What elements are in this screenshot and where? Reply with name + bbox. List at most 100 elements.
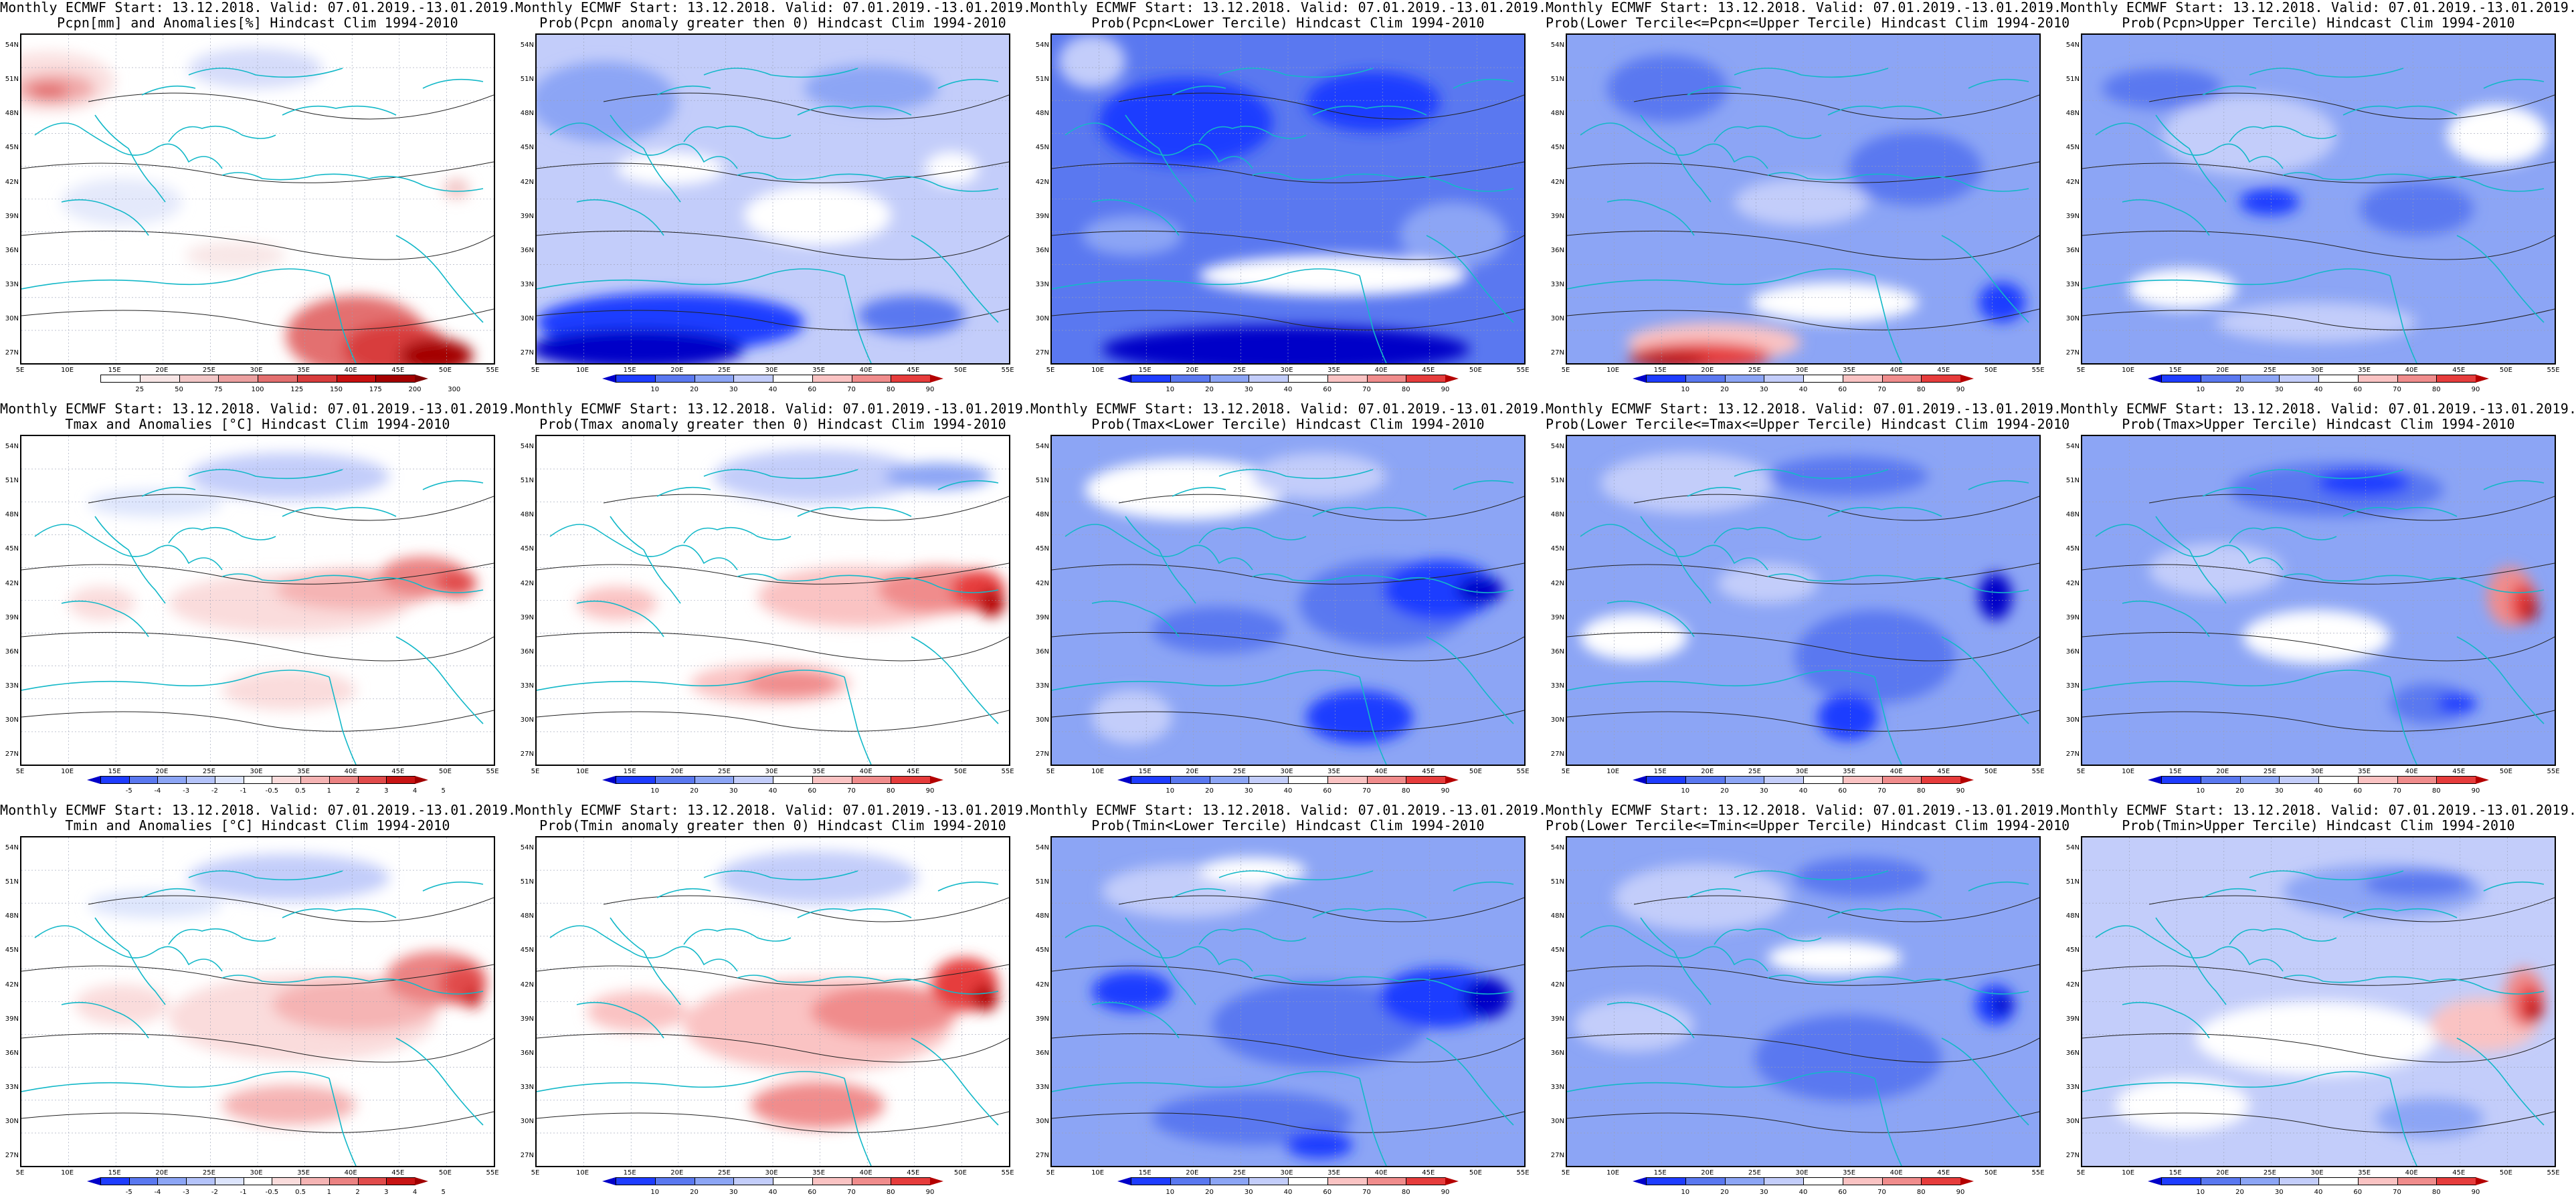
longitude-label: 55E: [2031, 1169, 2045, 1177]
panel-title-line2: Prob(Pcpn anomaly greater then 0) Hindca…: [539, 15, 1006, 31]
latitude-label: 36N: [2065, 1049, 2080, 1057]
field-shading: [978, 590, 1005, 617]
field-shading: [2129, 269, 2236, 309]
coastline: [1734, 469, 1889, 480]
colorbar-cell: [243, 776, 273, 784]
coastline: [884, 577, 999, 593]
longitude-label: 15E: [1653, 768, 1667, 775]
latitude-label: 33N: [5, 281, 19, 289]
colorbar-label: 25: [135, 386, 145, 393]
colorbar-tip-right: [415, 776, 428, 784]
colorbar-label: -1: [240, 787, 247, 795]
coastline: [282, 105, 397, 116]
field-shading: [1152, 607, 1286, 654]
latitude-label: 42N: [1550, 579, 1564, 587]
coastline: [1640, 917, 1712, 1005]
colorbar-cell: [812, 375, 852, 383]
latitude-label: 36N: [2065, 246, 2080, 254]
latitude-label: 27N: [2065, 349, 2080, 357]
coastline: [1312, 105, 1427, 116]
longitude-label: 35E: [297, 367, 310, 374]
latitude-label: 48N: [5, 912, 19, 920]
coastline: [737, 172, 885, 181]
field-shading: [2316, 470, 2410, 496]
colorbar-label: 70: [1877, 386, 1886, 393]
colorbar-label: 80: [2431, 787, 2441, 795]
forecast-panel: Monthly ECMWF Start: 13.12.2018. Valid: …: [2061, 401, 2576, 803]
longitude-label: 5E: [2076, 1169, 2086, 1177]
field-shading: [2527, 1001, 2541, 1021]
longitude-label: 25E: [1748, 768, 1761, 775]
colorbar-cell: [1288, 375, 1328, 383]
field-shading: [464, 988, 482, 1008]
coastline: [1091, 199, 1180, 236]
colorbar-label: 75: [213, 386, 223, 393]
coastline: [1606, 1001, 1695, 1039]
colorbar-cell: [1881, 776, 1922, 784]
contour-line: [1567, 308, 2039, 330]
panel-title-line2: Prob(Pcpn<Lower Tercile) Hindcast Clim 1…: [1091, 15, 1485, 31]
coastline: [34, 524, 223, 571]
colorbar-cell: [1764, 375, 1804, 383]
contour-line: [2148, 92, 2555, 120]
coastline: [2282, 172, 2431, 181]
coastline: [2456, 636, 2545, 724]
contour-line: [88, 895, 494, 922]
contour-line: [21, 631, 494, 662]
contour-line: [537, 308, 1009, 330]
colorbar-label: 20: [2235, 386, 2244, 393]
latitude-label: 27N: [1550, 349, 1564, 357]
coastline: [1172, 486, 1226, 497]
colorbar-cell: [2397, 375, 2437, 383]
longitude-label: 55E: [2031, 768, 2045, 775]
longitude-label: 40E: [1890, 367, 1903, 374]
colorbar-label: 175: [369, 386, 382, 393]
forecast-panel: Monthly ECMWF Start: 13.12.2018. Valid: …: [515, 803, 1031, 1204]
colorbar-label: 70: [1877, 1189, 1886, 1196]
coastline: [1453, 480, 1514, 490]
coastline: [2095, 524, 2284, 571]
coastline: [537, 268, 845, 290]
coastline: [188, 469, 343, 480]
colorbar-cell: [186, 1177, 215, 1185]
colorbar-cell: [1685, 1177, 1726, 1185]
contour-line: [2082, 1033, 2555, 1063]
longitude-label: 35E: [812, 1169, 826, 1177]
colorbar-cell: [1921, 375, 1961, 383]
coastline: [21, 1071, 330, 1092]
colorbar-label: -3: [183, 1189, 190, 1196]
contour-line: [603, 494, 1009, 521]
longitude-label: 50E: [953, 768, 967, 775]
colorbar-label: 30: [2274, 787, 2284, 795]
latitude-label: 54N: [2065, 443, 2080, 450]
latitude-label: 48N: [2065, 912, 2080, 920]
panel-title-line1: Monthly ECMWF Start: 13.12.2018. Valid: …: [1030, 0, 1547, 15]
colorbar-label: 60: [1323, 386, 1332, 393]
field-shading: [2239, 189, 2300, 215]
longitude-label: 35E: [2358, 768, 2371, 775]
contour-line: [1567, 631, 2039, 662]
longitude-label: 5E: [531, 1169, 540, 1177]
coastline: [1453, 78, 1514, 89]
latitude-label: 54N: [1035, 41, 1049, 49]
field-shading: [1400, 202, 1507, 269]
colorbar: -5 -4 -3 -2 -1 -0.5 0.5 1 2 3 4 5: [87, 1177, 446, 1196]
colorbar-label: 40: [1283, 787, 1293, 795]
colorbar-tip-left: [1633, 1177, 1646, 1185]
field-shading: [1768, 941, 1902, 975]
colorbar-tip-left: [2148, 375, 2161, 383]
coastline: [369, 577, 484, 593]
longitude-label: 5E: [1046, 367, 1055, 374]
colorbar-label: 30: [2274, 386, 2284, 393]
coastline: [422, 480, 484, 490]
colorbar-label: 90: [925, 386, 935, 393]
longitude-label: 40E: [344, 1169, 357, 1177]
colorbar-cell: [773, 375, 813, 383]
longitude-label: 50E: [1469, 768, 1482, 775]
coastline: [2082, 670, 2391, 691]
coastline: [1640, 516, 1712, 604]
coastline: [1091, 600, 1180, 637]
longitude-label: 15E: [108, 367, 121, 374]
map-canvas: [1567, 35, 2039, 363]
